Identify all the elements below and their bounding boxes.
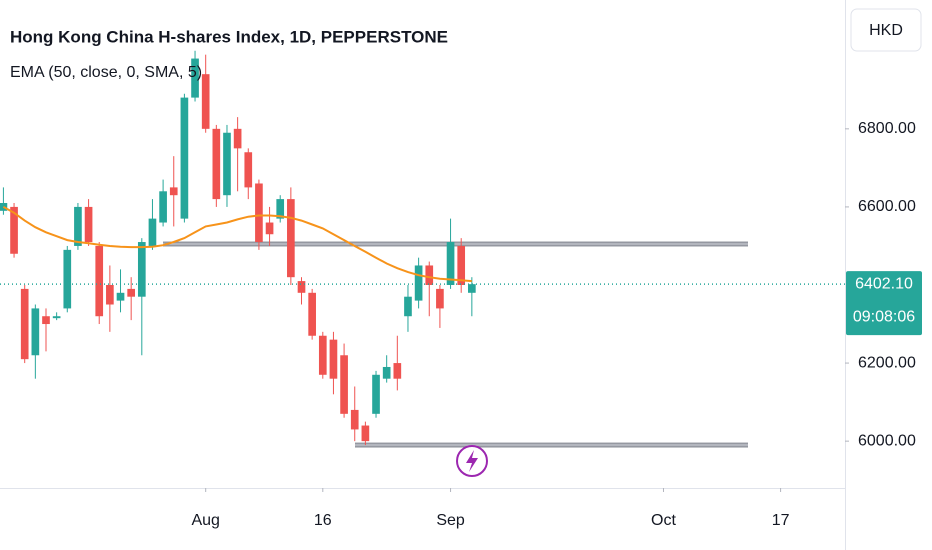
candle-body bbox=[233, 128, 242, 149]
candle-body bbox=[52, 316, 61, 319]
alert-bolt[interactable] bbox=[466, 450, 478, 472]
chart-title: Hong Kong China H-shares Index, 1D, PEPP… bbox=[10, 27, 448, 46]
candle-body bbox=[10, 206, 18, 254]
candle-body bbox=[84, 206, 93, 243]
alert-icon[interactable] bbox=[456, 445, 488, 477]
candle-body bbox=[180, 97, 189, 219]
candle-body bbox=[414, 265, 423, 301]
candle-body bbox=[308, 292, 316, 336]
candle-body bbox=[393, 363, 402, 379]
candle-body bbox=[95, 245, 104, 317]
candle-body bbox=[106, 284, 114, 305]
candle-body bbox=[212, 128, 221, 200]
x-tick-label: Sep bbox=[436, 512, 465, 529]
candle-body bbox=[265, 222, 274, 235]
candle-body bbox=[31, 308, 40, 356]
candle-body bbox=[350, 409, 359, 430]
candle-body bbox=[223, 132, 231, 196]
candle-body bbox=[159, 191, 167, 223]
candle-body bbox=[318, 335, 327, 375]
x-tick-label: Oct bbox=[651, 512, 676, 529]
y-tick-label: 6000.00 bbox=[858, 432, 916, 449]
candle-body bbox=[244, 152, 253, 188]
candle-body bbox=[42, 316, 50, 325]
candle-body bbox=[404, 296, 412, 317]
y-tick-label: 6800.00 bbox=[858, 120, 916, 137]
y-tick-label: 6200.00 bbox=[858, 354, 916, 371]
candle-body bbox=[297, 281, 306, 293]
ema-line bbox=[2, 206, 472, 283]
candle-body bbox=[74, 206, 82, 246]
y-tick-label: 6600.00 bbox=[858, 198, 916, 215]
candle-body bbox=[329, 339, 338, 379]
plot-area bbox=[0, 50, 748, 448]
candle-body bbox=[255, 183, 263, 243]
x-tick-label: Aug bbox=[191, 512, 219, 529]
candle-body bbox=[361, 425, 370, 442]
candle-body bbox=[287, 199, 295, 278]
candle-body bbox=[20, 288, 29, 360]
candle-body bbox=[276, 199, 285, 219]
candle-body bbox=[137, 242, 146, 297]
candle-body bbox=[372, 374, 380, 414]
currency-button[interactable] bbox=[850, 8, 922, 52]
candle-body bbox=[116, 292, 125, 301]
x-tick-label: 17 bbox=[772, 512, 790, 529]
candle-body bbox=[340, 355, 348, 414]
candle-body bbox=[169, 187, 178, 196]
candle-body bbox=[63, 249, 72, 309]
candle-body bbox=[468, 284, 476, 293]
currency-label[interactable]: HKD bbox=[869, 22, 903, 39]
candle-body bbox=[457, 245, 466, 285]
candle-body bbox=[148, 218, 157, 246]
candle-body bbox=[382, 366, 391, 379]
last-price-label: 6402.10 bbox=[855, 275, 913, 292]
candle-body bbox=[446, 242, 455, 285]
candle-body bbox=[436, 288, 444, 309]
x-tick-label: 16 bbox=[314, 512, 332, 529]
last-price-tag bbox=[846, 271, 922, 336]
candle-body bbox=[201, 74, 210, 129]
candle-body bbox=[127, 288, 135, 297]
candle-body bbox=[191, 58, 199, 98]
indicator-label: EMA (50, close, 0, SMA, 5) bbox=[10, 64, 202, 81]
countdown-label: 09:08:06 bbox=[853, 308, 915, 325]
candle-body bbox=[425, 265, 434, 285]
